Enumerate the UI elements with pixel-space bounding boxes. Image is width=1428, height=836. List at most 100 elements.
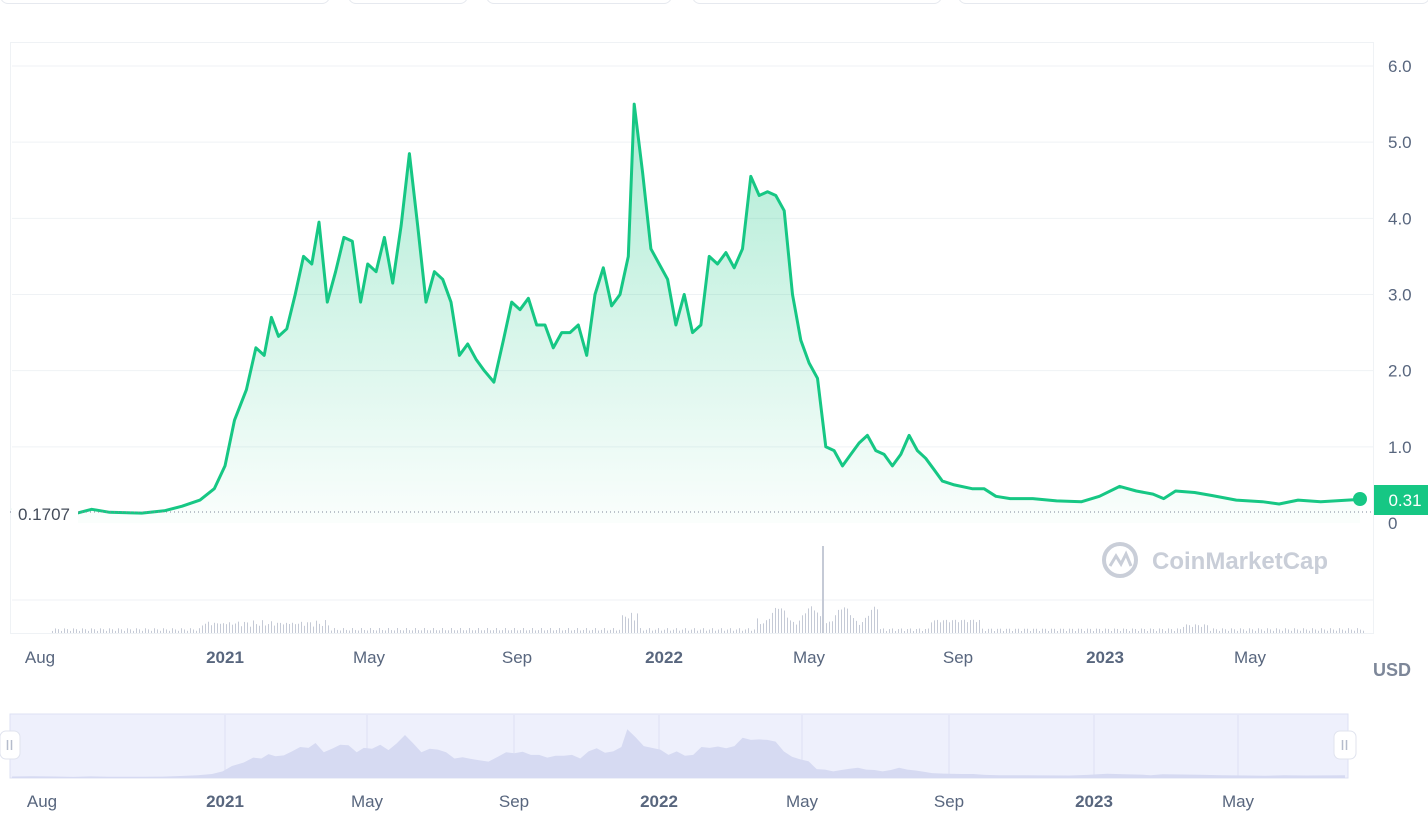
volume-bar (127, 628, 128, 633)
volume-bar (1222, 628, 1223, 633)
volume-bar (436, 630, 437, 633)
navigator-tick-label: 2021 (206, 792, 244, 811)
volume-bar (1144, 629, 1145, 633)
volume-bar (1363, 630, 1364, 633)
volume-bar (742, 630, 743, 633)
volume-bar (1360, 629, 1361, 633)
volume-bar (1258, 628, 1259, 633)
volume-bar (1198, 625, 1199, 633)
volume-bar (1339, 628, 1340, 633)
volume-bar (1252, 629, 1253, 633)
volume-bar (559, 628, 560, 633)
volume-bar (1267, 628, 1268, 633)
volume-bar (895, 630, 896, 633)
volume-bar (1099, 628, 1100, 633)
volume-bar (106, 630, 107, 633)
x-tick-label: 2021 (206, 648, 244, 667)
volume-bar (259, 625, 260, 633)
volume-bar (379, 628, 380, 633)
volume-bar (1249, 628, 1250, 633)
volume-bar (811, 606, 812, 633)
volume-bar (1231, 628, 1232, 633)
volume-bar (712, 628, 713, 633)
volume-bar (847, 608, 848, 633)
volume-bar (148, 629, 149, 633)
volume-bar (1057, 630, 1058, 633)
volume-bar (859, 624, 860, 633)
volume-bar (454, 630, 455, 633)
volume-bar (1261, 629, 1262, 633)
volume-bar (871, 609, 872, 633)
volume-bar (781, 608, 782, 633)
volume-bar (937, 619, 938, 633)
volume-bar (724, 630, 725, 633)
volume-bar (412, 630, 413, 633)
volume-bar (736, 629, 737, 633)
volume-bar (367, 630, 368, 633)
volume-bar (211, 625, 212, 633)
volume-bar (694, 628, 695, 633)
volume-bar (466, 630, 467, 633)
volume-bar (1306, 629, 1307, 633)
volume-bar (238, 621, 239, 633)
volume-bar (1066, 630, 1067, 633)
volume-bar (175, 629, 176, 633)
volume-bar (586, 628, 587, 633)
volume-bar (976, 622, 977, 633)
navigator[interactable] (0, 713, 1357, 779)
volume-bar (952, 620, 953, 633)
volume-bar (703, 628, 704, 633)
volume-bar (1072, 628, 1073, 633)
volume-bar (133, 630, 134, 633)
volume-bar (916, 629, 917, 633)
volume-bar (592, 629, 593, 633)
volume-bar (430, 630, 431, 633)
volume-bar (475, 630, 476, 633)
navigator-left-handle-icon[interactable] (0, 730, 21, 760)
volume-bar (400, 630, 401, 633)
volume-bar (544, 630, 545, 633)
volume-bar (322, 625, 323, 633)
volume-bar (961, 620, 962, 633)
volume-bar (229, 622, 230, 633)
volume-bar (1048, 630, 1049, 633)
volume-bar (370, 628, 371, 633)
volume-bar (166, 629, 167, 633)
volume-bar (424, 628, 425, 633)
volume-bar (85, 629, 86, 633)
volume-bar (1051, 628, 1052, 633)
volume-bar (250, 626, 251, 633)
volume-bar (910, 628, 911, 633)
volume-bar (478, 628, 479, 633)
volume-bar (673, 629, 674, 633)
volume-bar (955, 619, 956, 633)
volume-bar (1189, 625, 1190, 633)
volume-bar (748, 628, 749, 633)
volume-bar (1324, 629, 1325, 633)
volume-bar (1024, 628, 1025, 633)
volume-bar (1030, 631, 1031, 633)
volume-bar (514, 628, 515, 633)
plot-frame (10, 42, 1374, 634)
volume-bar (1180, 629, 1181, 633)
volume-bar (1177, 628, 1178, 633)
volume-bar (907, 629, 908, 633)
volume-bar (451, 628, 452, 633)
volume-bar (364, 629, 365, 633)
volume-bar (472, 630, 473, 633)
volume-bar (460, 628, 461, 633)
navigator-right-handle-icon[interactable] (1333, 730, 1357, 760)
volume-bar (154, 628, 155, 633)
volume-bar (640, 628, 641, 633)
volume-bar (622, 615, 623, 633)
volume-bar (841, 609, 842, 633)
volume-bar (337, 629, 338, 633)
volume-bar (946, 619, 947, 633)
volume-bar (58, 629, 59, 633)
volume-bar (208, 621, 209, 633)
volume-bar (772, 612, 773, 633)
volume-bar (130, 629, 131, 633)
volume-bar (1132, 628, 1133, 633)
volume-bar (1318, 630, 1319, 633)
volume-bar (607, 630, 608, 633)
